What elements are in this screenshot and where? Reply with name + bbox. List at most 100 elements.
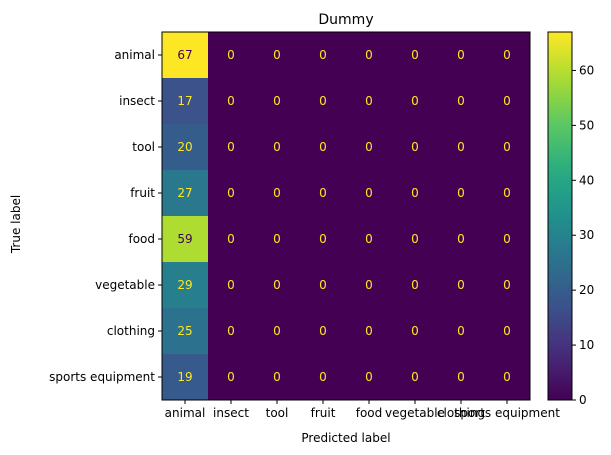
cell-value-label: 0 bbox=[273, 370, 281, 384]
cell-value-label: 0 bbox=[457, 324, 465, 338]
x-axis-ticks: animal insect tool fruit food vegetableclothi… bbox=[165, 400, 560, 420]
heatmap-cell bbox=[162, 78, 208, 124]
heatmap-cell bbox=[162, 262, 208, 308]
cell-value-label: 0 bbox=[273, 94, 281, 108]
heatmap-cell bbox=[208, 308, 254, 354]
heatmap-cell bbox=[346, 32, 392, 78]
y-tick-label: insect bbox=[119, 94, 155, 108]
heatmap-cell bbox=[162, 32, 208, 78]
cell-value-label: 0 bbox=[319, 232, 327, 246]
cell-value-label: 0 bbox=[319, 186, 327, 200]
cell-value-label: 0 bbox=[411, 370, 419, 384]
y-axis-ticks: animal insect tool fruit food vegetable clothi… bbox=[49, 48, 162, 384]
heatmap-cell bbox=[392, 124, 438, 170]
x-tick-label: fruit bbox=[311, 406, 336, 420]
cell-value-label: 0 bbox=[319, 370, 327, 384]
cell-value-label: 0 bbox=[365, 232, 373, 246]
heatmap-cell bbox=[254, 170, 300, 216]
heatmap-cell bbox=[300, 170, 346, 216]
heatmap-cell bbox=[346, 262, 392, 308]
cell-value-label: 0 bbox=[411, 324, 419, 338]
heatmap-cell bbox=[254, 216, 300, 262]
heatmap-cell bbox=[254, 354, 300, 400]
cell-value-label: 0 bbox=[503, 232, 511, 246]
heatmap-cell bbox=[254, 262, 300, 308]
cell-value-label: 0 bbox=[227, 370, 235, 384]
cell-value-label: 0 bbox=[503, 48, 511, 62]
x-axis-label: Predicted label bbox=[301, 431, 390, 445]
heatmap-cell bbox=[484, 170, 530, 216]
heatmap-cell bbox=[484, 216, 530, 262]
heatmap-cell bbox=[254, 308, 300, 354]
heatmap-cell bbox=[438, 170, 484, 216]
heatmap-cell bbox=[438, 78, 484, 124]
cell-value-label: 0 bbox=[411, 48, 419, 62]
cell-value-label: 0 bbox=[503, 186, 511, 200]
heatmap-cell bbox=[162, 216, 208, 262]
heatmap-cell bbox=[300, 308, 346, 354]
x-tick-label: clothing bbox=[437, 406, 485, 420]
plot-frame bbox=[161, 31, 531, 401]
heatmap-cell bbox=[300, 78, 346, 124]
heatmap-cell bbox=[300, 262, 346, 308]
cell-value-label: 0 bbox=[273, 278, 281, 292]
heatmap-cell bbox=[438, 216, 484, 262]
y-tick-label: clothing bbox=[107, 324, 155, 338]
cell-value-label: 0 bbox=[273, 48, 281, 62]
cell-value-label: 0 bbox=[273, 232, 281, 246]
heatmap-cell bbox=[484, 78, 530, 124]
colorbar-tick-label: 60 bbox=[579, 63, 594, 77]
cell-value-label: 0 bbox=[503, 278, 511, 292]
cell-value-label: 0 bbox=[365, 186, 373, 200]
heatmap-cell bbox=[484, 354, 530, 400]
heatmap-cell bbox=[208, 262, 254, 308]
x-tick-label: tool bbox=[266, 406, 289, 420]
cell-value-label: 0 bbox=[457, 140, 465, 154]
heatmap-cell bbox=[484, 262, 530, 308]
heatmap-cell bbox=[346, 308, 392, 354]
cell-value-label: 29 bbox=[177, 278, 192, 292]
heatmap-cell bbox=[392, 262, 438, 308]
cell-value-label: 0 bbox=[227, 186, 235, 200]
cell-value-label: 0 bbox=[319, 140, 327, 154]
cell-value-label: 67 bbox=[177, 48, 192, 62]
heatmap-cell bbox=[162, 354, 208, 400]
cell-value-label: 0 bbox=[227, 232, 235, 246]
cell-value-label: 0 bbox=[365, 278, 373, 292]
heatmap-cell bbox=[392, 170, 438, 216]
heatmap-cell bbox=[208, 170, 254, 216]
cell-value-labels: 67 0 0 0 0 0 0 0 17 0 0 0 0 0 0 0 20 0 0 0 0 0 0 0 27 0 0 0 0 0 0 0 59 0 0… bbox=[177, 48, 510, 384]
heatmap-cell bbox=[208, 78, 254, 124]
cell-value-label: 17 bbox=[177, 94, 192, 108]
cell-value-label: 0 bbox=[319, 94, 327, 108]
colorbar-tick-label: 40 bbox=[579, 173, 594, 187]
x-tick-label: insect bbox=[213, 406, 249, 420]
heatmap-cell bbox=[484, 308, 530, 354]
heatmap-cell bbox=[392, 32, 438, 78]
y-tick-label: tool bbox=[132, 140, 155, 154]
heatmap-cell bbox=[392, 78, 438, 124]
cell-value-label: 59 bbox=[177, 232, 192, 246]
x-tick-label: animal bbox=[165, 406, 206, 420]
heatmap-cell bbox=[438, 354, 484, 400]
heatmap-cell bbox=[208, 216, 254, 262]
heatmap-cell bbox=[392, 216, 438, 262]
heatmap-cell bbox=[484, 32, 530, 78]
heatmap-cell bbox=[162, 124, 208, 170]
y-tick-label: animal bbox=[114, 48, 155, 62]
cell-value-label: 25 bbox=[177, 324, 192, 338]
cell-value-label: 0 bbox=[457, 278, 465, 292]
y-tick-label: sports equipment bbox=[49, 370, 155, 384]
heatmap-cell bbox=[254, 124, 300, 170]
heatmap-cell bbox=[300, 124, 346, 170]
y-axis-label: True label bbox=[9, 195, 23, 254]
cell-value-label: 0 bbox=[365, 324, 373, 338]
cell-value-label: 0 bbox=[227, 278, 235, 292]
heatmap-cell bbox=[300, 216, 346, 262]
cell-value-label: 0 bbox=[319, 48, 327, 62]
colorbar-tick-label: 20 bbox=[579, 283, 594, 297]
heatmap-cell bbox=[438, 32, 484, 78]
colorbar-tick-label: 30 bbox=[579, 228, 594, 242]
colorbar-tick-label: 0 bbox=[579, 393, 587, 407]
cell-value-label: 0 bbox=[365, 370, 373, 384]
